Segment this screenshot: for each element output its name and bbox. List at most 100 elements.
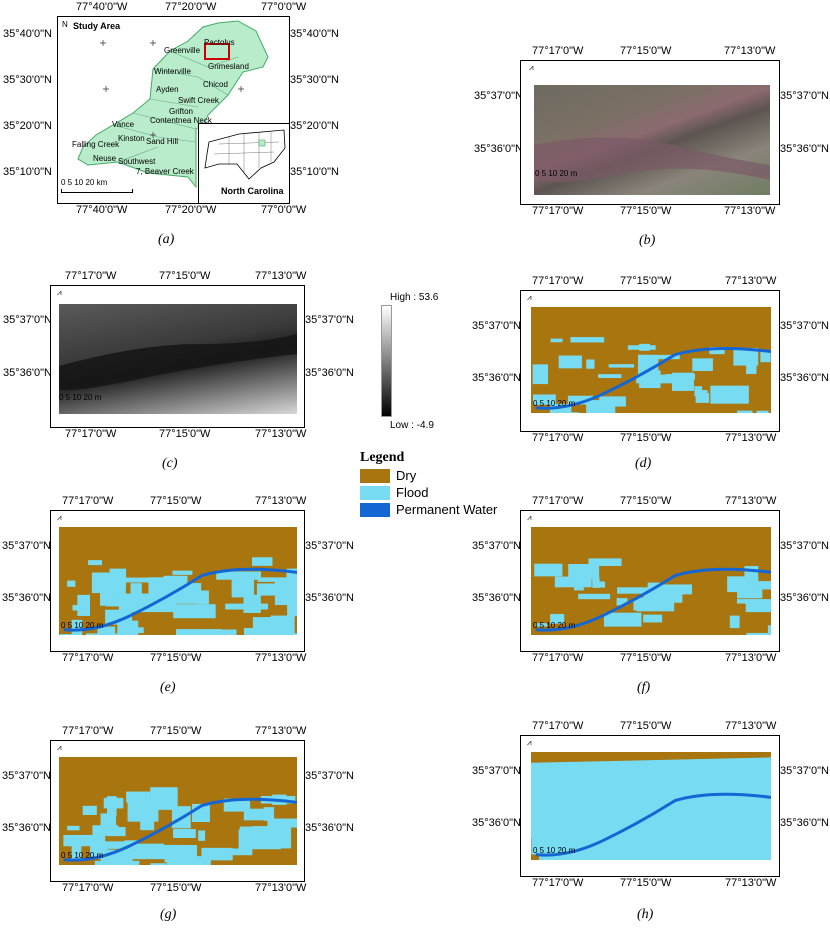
study-area-title: Study Area — [73, 21, 121, 31]
flood-patch — [598, 581, 606, 588]
place-label: Kinston — [118, 134, 145, 143]
map-frame: ⩘ 0 5 10 20 m — [520, 60, 780, 205]
flood-patch — [567, 395, 594, 405]
right-tick: 35°36'0"N — [305, 822, 354, 834]
flood-patch — [251, 557, 273, 566]
bottom-tick: 77°17'0"W — [62, 652, 114, 664]
flood-patch — [63, 834, 106, 847]
flood-patch — [550, 613, 565, 624]
flood-patch — [695, 393, 710, 403]
flood-patch — [533, 394, 556, 405]
map-frame: ⩘ 0 5 10 20 m — [520, 290, 780, 432]
flood-patch — [603, 612, 642, 627]
flood-patch — [710, 385, 749, 404]
flood-patch — [617, 587, 649, 594]
top-tick: 77°15'0"W — [620, 720, 672, 732]
left-tick: 35°37'0"N — [2, 540, 51, 552]
place-label: Falling Creek — [72, 140, 120, 149]
flood-patch — [627, 345, 656, 350]
caption-e: (e) — [160, 680, 176, 695]
flood-patch — [88, 560, 103, 566]
flood-area — [531, 757, 771, 860]
flood-patch — [700, 390, 708, 396]
bottom-tick: 77°17'0"W — [532, 877, 584, 889]
right-tick: 35°36'0"N — [780, 372, 829, 384]
bottom-tick: 77°13'0"W — [725, 652, 777, 664]
bottom-tick: 77°40'0"W — [76, 204, 128, 216]
top-tick: 77°0'0"W — [261, 1, 307, 13]
top-tick: 77°17'0"W — [532, 275, 584, 287]
scale-bar-line — [61, 189, 133, 193]
flood-patch — [117, 620, 139, 635]
top-tick: 77°20'0"W — [165, 1, 217, 13]
top-tick: 77°15'0"W — [620, 495, 672, 507]
right-tick: 35°36'0"N — [780, 143, 829, 155]
top-tick: 77°13'0"W — [255, 495, 307, 507]
right-tick: 35°40'0"N — [290, 28, 339, 40]
flood-patch — [273, 822, 297, 827]
flood-patch — [633, 597, 652, 611]
flood-patch — [608, 364, 635, 368]
left-tick: 35°36'0"N — [474, 143, 523, 155]
top-tick: 77°15'0"W — [150, 495, 202, 507]
bottom-tick: 77°15'0"W — [620, 652, 672, 664]
left-tick: 35°36'0"N — [2, 822, 51, 834]
flood-patch — [121, 577, 167, 583]
aerial-imagery — [534, 85, 770, 195]
left-tick: 35°36'0"N — [472, 592, 521, 604]
flood-patch — [105, 593, 153, 607]
bottom-tick: 77°13'0"W — [255, 882, 307, 894]
legend-label: Dry — [396, 468, 417, 483]
legend-item-water: Permanent Water — [360, 502, 500, 517]
flood-patch — [201, 847, 233, 861]
top-tick: 77°17'0"W — [532, 720, 584, 732]
permanent-water-river — [535, 346, 771, 410]
north-arrow-icon: ⩘ — [57, 743, 62, 752]
flood-patch — [172, 570, 193, 575]
right-tick: 35°37'0"N — [305, 540, 354, 552]
top-tick: 77°17'0"W — [65, 270, 117, 282]
bottom-tick: 77°13'0"W — [724, 205, 776, 217]
bottom-tick: 77°20'0"W — [165, 204, 217, 216]
top-tick: 77°40'0"W — [76, 1, 128, 13]
flood-patch — [263, 807, 275, 821]
left-tick: 35°36'0"N — [472, 372, 521, 384]
top-tick: 77°13'0"W — [255, 725, 307, 737]
top-tick: 77°13'0"W — [725, 275, 777, 287]
flood-patch — [92, 825, 119, 836]
flood-patch — [239, 826, 259, 831]
colorbar-low: Low : -4.9 — [390, 420, 434, 431]
bottom-tick: 77°17'0"W — [532, 432, 584, 444]
flood-patch — [126, 791, 151, 803]
right-tick: 35°10'0"N — [290, 166, 339, 178]
bottom-tick: 77°17'0"W — [65, 428, 117, 440]
right-tick: 35°30'0"N — [290, 74, 339, 86]
map-frame: ⩘ 0 5 10 20 m — [520, 735, 780, 877]
permanent-water-river — [535, 567, 771, 632]
elevation-raster — [59, 304, 297, 414]
flood-patch — [197, 590, 209, 605]
bottom-tick: 77°15'0"W — [620, 205, 672, 217]
flood-patch — [750, 581, 771, 590]
flood-patch — [639, 370, 661, 389]
flood-patch — [173, 829, 196, 839]
bottom-tick: 77°15'0"W — [620, 877, 672, 889]
flood-patch — [59, 634, 78, 635]
flood-patch — [694, 386, 703, 397]
study-area-shape: Pactolus Greenville Grimesland Wintervil… — [72, 20, 269, 189]
aoi-box — [204, 43, 230, 60]
top-tick: 77°17'0"W — [532, 45, 584, 57]
caption-f: (f) — [637, 680, 651, 695]
flood-patch — [588, 558, 622, 566]
legend-swatch — [360, 468, 390, 483]
scale-bar: 0 5 10 20 m — [59, 393, 102, 402]
classification-raster — [531, 752, 771, 860]
flood-patch — [201, 631, 229, 635]
flood-patch — [768, 632, 771, 635]
flood-patch — [570, 337, 605, 343]
north-arrow-icon: ⩘ — [529, 63, 534, 72]
bottom-tick: 77°17'0"W — [532, 205, 584, 217]
top-tick: 77°17'0"W — [532, 495, 584, 507]
flood-patch — [650, 354, 680, 360]
flood-patch — [760, 351, 771, 363]
